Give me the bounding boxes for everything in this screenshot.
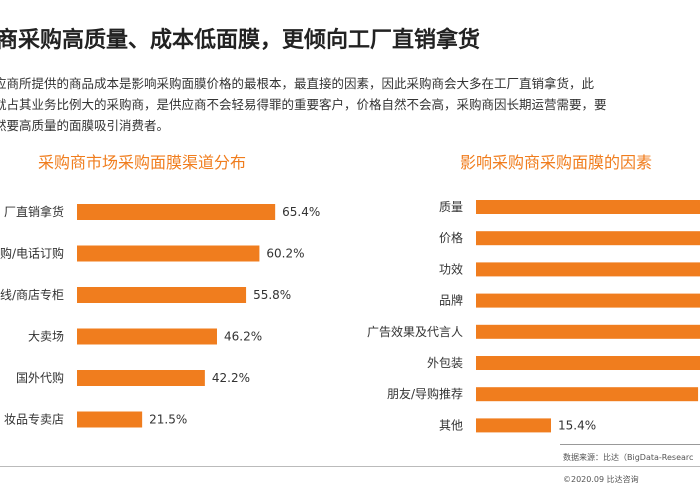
category-label: 线/商店专柜	[0, 287, 64, 302]
data-source: 数据来源：比达（BigData-Researc	[563, 453, 694, 462]
bar	[77, 328, 217, 345]
category-label: 质量	[439, 200, 463, 214]
bar	[77, 287, 247, 303]
category-label: 外包装	[427, 356, 463, 370]
category-label: 广告效果及代言人	[367, 324, 463, 339]
footer-rule	[560, 444, 700, 445]
bar	[77, 245, 260, 262]
intro-line: 应商所提供的商品成本是影响采购面膜价格的最根本，最直接的因素，因此采购商会大多在…	[0, 76, 595, 91]
bar	[77, 370, 205, 386]
bar	[476, 231, 700, 246]
category-label: 国外代购	[16, 370, 64, 385]
page-title: 商采购高质量、成本低面膜，更倾向工厂直销拿货	[0, 28, 481, 53]
value-label: 46.2%	[224, 330, 262, 344]
value-label: 42.2%	[212, 371, 250, 385]
bar	[476, 387, 699, 402]
category-label: 其他	[439, 418, 463, 432]
category-label: 厂直销拿货	[4, 204, 64, 219]
value-label: 55.8%	[253, 288, 291, 302]
category-label: 品牌	[439, 294, 463, 308]
copyright: ©2020.09 比达咨询	[563, 475, 639, 484]
intro-paragraph: 应商所提供的商品成本是影响采购面膜价格的最根本，最直接的因素，因此采购商会大多在…	[0, 73, 700, 136]
intro-line: 然要高质量的面膜吸引消费者。	[0, 118, 170, 133]
value-label: 65.4%	[282, 205, 320, 219]
bar	[476, 293, 700, 308]
value-label: 60.2%	[266, 247, 304, 261]
bar	[77, 204, 276, 220]
channel-distribution-chart: 厂直销拿货 65.4% 购/电话订购 60.2% 线/商店专柜 55.8% 大卖场 46.2%…	[0, 204, 320, 428]
value-label: 15.4%	[558, 418, 596, 432]
bar	[476, 418, 551, 433]
bar	[476, 262, 700, 277]
value-label: 21.5%	[149, 413, 187, 427]
purchase-factors-chart: 质量6价格61.2功效58.0%品牌55.0%广告效果及代言人52.3%外包装5…	[367, 200, 700, 433]
category-label: 价格	[439, 230, 463, 245]
bar	[77, 411, 143, 428]
footer-divider	[0, 466, 700, 467]
bar	[476, 200, 700, 214]
category-label: 妆品专卖店	[4, 412, 64, 427]
left-chart-title: 采购商市场采购面膜渠道分布	[38, 153, 247, 172]
right-chart-title: 影响采购商采购面膜的因素	[460, 153, 653, 172]
intro-line: 就占其业务比例大的采购商，是供应商不会轻易得罪的重要客户，价格自然不会高，采购商…	[0, 97, 607, 112]
bar	[476, 356, 700, 370]
category-label: 大卖场	[28, 330, 64, 344]
category-label: 功效	[439, 261, 463, 276]
category-label: 朋友/导购推荐	[387, 386, 463, 401]
category-label: 购/电话订购	[0, 246, 64, 261]
bar	[476, 324, 700, 339]
